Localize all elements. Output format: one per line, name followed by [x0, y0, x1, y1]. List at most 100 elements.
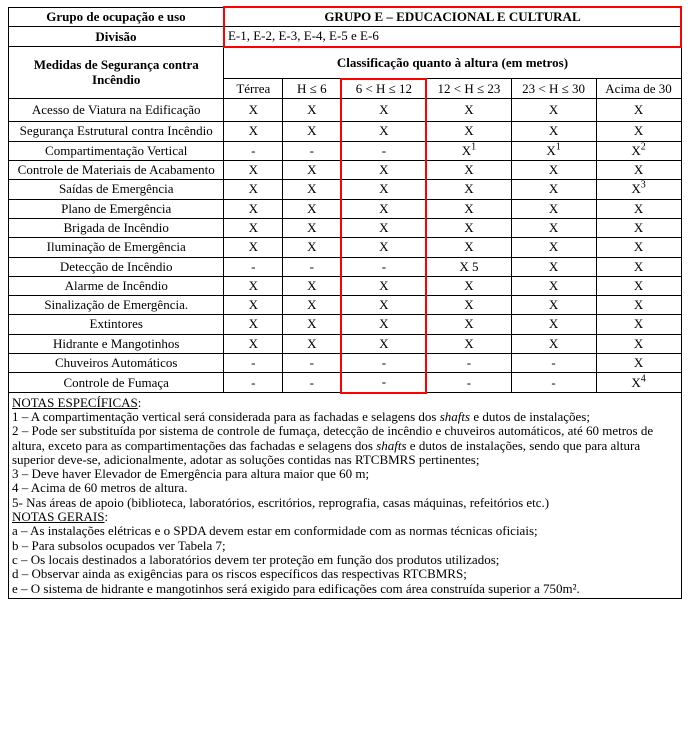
cell: X: [224, 276, 283, 295]
cell: X1: [511, 141, 596, 160]
cell: X: [341, 315, 426, 334]
row-label: Acesso de Viatura na Edificação: [9, 99, 224, 122]
cell: X: [224, 199, 283, 218]
table-row: Alarme de IncêndioXXXXXX: [9, 276, 682, 295]
esp-title: NOTAS ESPECÍFICAS: [12, 395, 138, 410]
table-row: Brigada de IncêndioXXXXXX: [9, 218, 682, 237]
row-label: Detecção de Incêndio: [9, 257, 224, 276]
note-line: a – As instalações elétricas e o SPDA de…: [12, 524, 678, 538]
cell: X: [283, 99, 342, 122]
cell: X: [283, 180, 342, 199]
cell: -: [341, 373, 426, 393]
cell: X: [341, 218, 426, 237]
table-row: Acesso de Viatura na EdificaçãoXXXXXX: [9, 99, 682, 122]
cell: X: [224, 296, 283, 315]
table-row: Segurança Estrutural contra IncêndioXXXX…: [9, 122, 682, 141]
cell: X: [426, 334, 511, 353]
note-line: b – Para subsolos ocupados ver Tabela 7;: [12, 539, 678, 553]
cell: X: [224, 238, 283, 257]
cell: X: [224, 315, 283, 334]
col-2: 6 < H ≤ 12: [341, 79, 426, 99]
note-line: 5- Nas áreas de apoio (biblioteca, labor…: [12, 496, 678, 510]
col-0: Térrea: [224, 79, 283, 99]
cell: X: [596, 238, 681, 257]
cell: X: [511, 296, 596, 315]
cell: X: [426, 315, 511, 334]
table-row: Chuveiros Automáticos-----X: [9, 354, 682, 373]
cell: -: [426, 373, 511, 393]
col-4: 23 < H ≤ 30: [511, 79, 596, 99]
cell: X: [426, 296, 511, 315]
cell: -: [283, 373, 342, 393]
table-row: Plano de EmergênciaXXXXXX: [9, 199, 682, 218]
cell: X: [224, 334, 283, 353]
note-line: c – Os locais destinados a laboratórios …: [12, 553, 678, 567]
cell: -: [283, 141, 342, 160]
cell: X4: [596, 373, 681, 393]
cell: X: [596, 354, 681, 373]
divisao-label: Divisão: [9, 27, 224, 47]
grupo-value: GRUPO E – EDUCACIONAL E CULTURAL: [224, 7, 681, 27]
col-1: H ≤ 6: [283, 79, 342, 99]
cell: X: [511, 276, 596, 295]
note-line: 1 – A compartimentação vertical será con…: [12, 410, 678, 424]
row-label: Plano de Emergência: [9, 199, 224, 218]
note-line: 2 – Pode ser substituída por sistema de …: [12, 424, 678, 467]
cell: X: [224, 218, 283, 237]
cell: X 5: [426, 257, 511, 276]
cell: X: [224, 180, 283, 199]
cell: X: [426, 238, 511, 257]
cell: X1: [426, 141, 511, 160]
cell: -: [224, 354, 283, 373]
table-row: ExtintoresXXXXXX: [9, 315, 682, 334]
row-label: Segurança Estrutural contra Incêndio: [9, 122, 224, 141]
cell: X: [426, 122, 511, 141]
note-line: e – O sistema de hidrante e mangotinhos …: [12, 582, 678, 596]
cell: X: [596, 99, 681, 122]
cell: X: [283, 161, 342, 180]
table-row: Sinalização de Emergência.XXXXXX: [9, 296, 682, 315]
col-5: Acima de 30: [596, 79, 681, 99]
row-label: Sinalização de Emergência.: [9, 296, 224, 315]
cell: -: [283, 257, 342, 276]
cell: X: [596, 296, 681, 315]
cell: X: [283, 315, 342, 334]
cell: X: [224, 99, 283, 122]
cell: X: [426, 199, 511, 218]
cell: X: [596, 161, 681, 180]
cell: X: [341, 296, 426, 315]
cell: X: [511, 257, 596, 276]
ger-title: NOTAS GERAIS: [12, 509, 105, 524]
cell: X: [511, 315, 596, 334]
cell: X: [283, 218, 342, 237]
table-row: Controle de Fumaça-----X4: [9, 373, 682, 393]
table-row: Hidrante e MangotinhosXXXXXX: [9, 334, 682, 353]
cell: X: [426, 218, 511, 237]
cell: X: [511, 122, 596, 141]
table-row: Detecção de Incêndio---X 5XX: [9, 257, 682, 276]
cell: X: [341, 122, 426, 141]
row-label: Chuveiros Automáticos: [9, 354, 224, 373]
row-label: Brigada de Incêndio: [9, 218, 224, 237]
cell: X: [283, 276, 342, 295]
row-label: Controle de Fumaça: [9, 373, 224, 393]
row-label: Alarme de Incêndio: [9, 276, 224, 295]
cell: -: [511, 373, 596, 393]
grupo-label: Grupo de ocupação e uso: [9, 7, 224, 27]
row-label: Saídas de Emergência: [9, 180, 224, 199]
cell: X: [596, 199, 681, 218]
cell: -: [341, 141, 426, 160]
cell: X: [341, 180, 426, 199]
cell: X: [341, 199, 426, 218]
cell: -: [283, 354, 342, 373]
row-label: Controle de Materiais de Acabamento: [9, 161, 224, 180]
row-label: Compartimentação Vertical: [9, 141, 224, 160]
cell: X: [283, 334, 342, 353]
note-line: 4 – Acima de 60 metros de altura.: [12, 481, 678, 495]
table-row: Controle de Materiais de AcabamentoXXXXX…: [9, 161, 682, 180]
cell: X: [511, 161, 596, 180]
medidas-header: Medidas de Segurança contra Incêndio: [9, 47, 224, 99]
cell: X: [511, 180, 596, 199]
cell: X: [596, 276, 681, 295]
cell: -: [341, 354, 426, 373]
